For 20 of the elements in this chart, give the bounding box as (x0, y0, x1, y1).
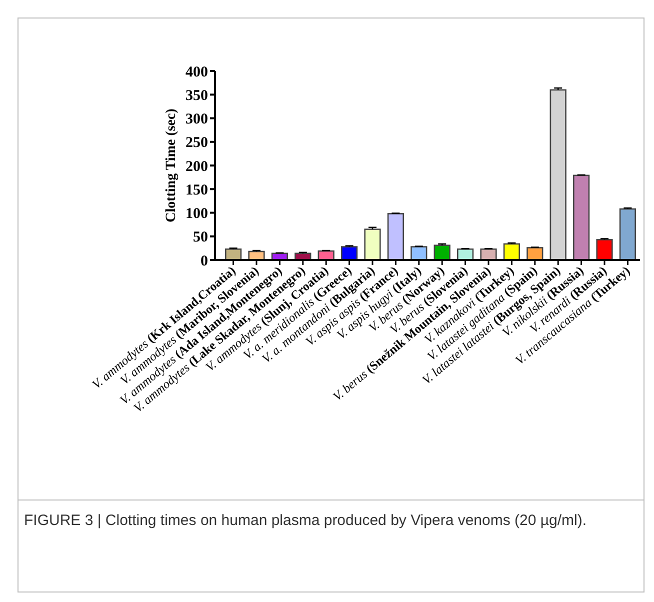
y-axis-title: Clotting Time (sec) (164, 108, 179, 222)
bar (434, 244, 450, 261)
y-tick-label: 300 (186, 112, 208, 128)
y-tick-label: 50 (193, 230, 208, 246)
y-tick-label: 250 (186, 135, 208, 152)
y-tick-label: 150 (186, 182, 208, 198)
bar (550, 89, 566, 261)
bar (364, 228, 381, 261)
y-tick-label: 200 (186, 158, 208, 175)
bar (619, 208, 636, 261)
bar (503, 243, 520, 261)
caption: FIGURE 3 | Clotting times on human plasma produced by Vipera venoms (20 µg/ml). (24, 511, 588, 531)
bar (387, 213, 404, 261)
y-tick-label: 0 (200, 253, 208, 270)
bar (572, 174, 590, 261)
y-tick-label: 100 (186, 206, 208, 222)
bar (596, 239, 613, 261)
y-tick-label: 400 (186, 64, 208, 80)
y-tick-label: 350 (186, 88, 208, 104)
bar (410, 246, 428, 261)
